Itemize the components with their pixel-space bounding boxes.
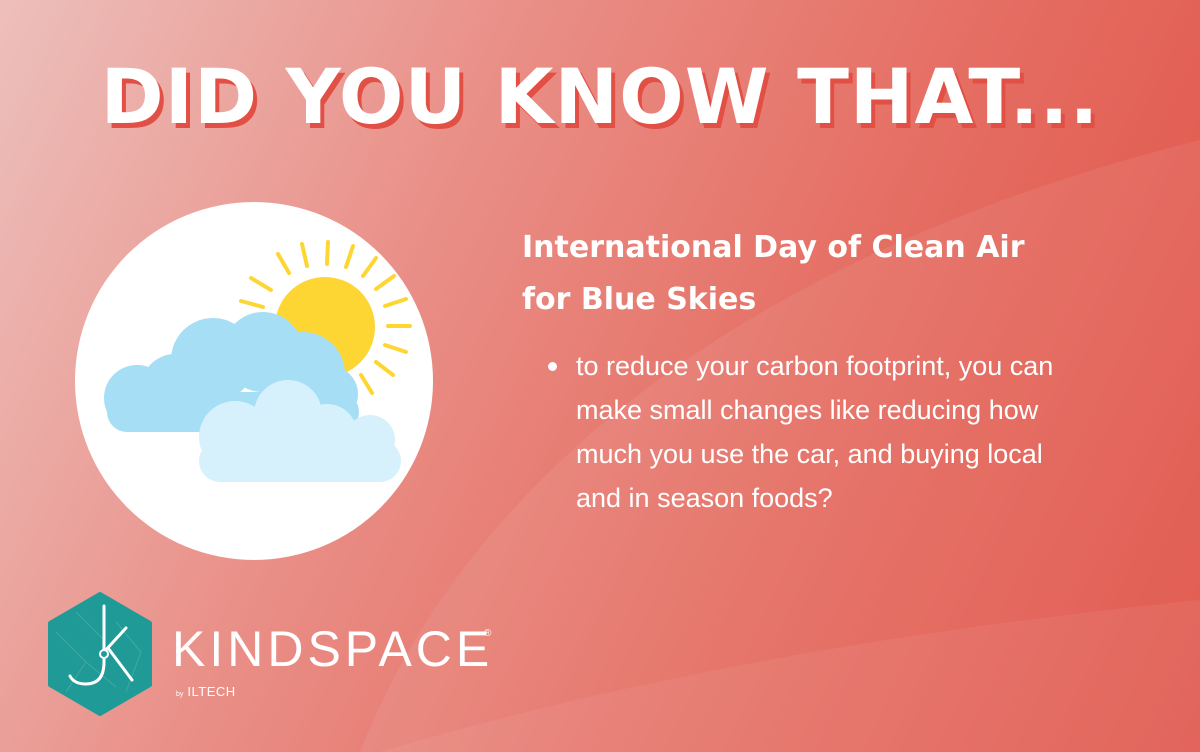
- hexagon-k-logo-icon: [46, 592, 154, 721]
- registered-mark: ®: [484, 628, 492, 639]
- by-name: ILTECH: [187, 684, 236, 699]
- subtitle: International Day of Clean Air for Blue …: [522, 230, 1025, 317]
- by-label: by: [176, 691, 184, 698]
- brand-byline: by ILTECH: [176, 683, 236, 701]
- fact-item: to reduce your carbon footprint, you can…: [548, 344, 1088, 520]
- illustration-circle: [75, 202, 433, 560]
- brand-name: KINDSPACE: [172, 621, 494, 677]
- sun-behind-clouds-icon: [104, 240, 412, 482]
- fact-list: to reduce your carbon footprint, you can…: [548, 344, 1088, 520]
- headline: DID YOU KNOW THAT...: [100, 52, 1100, 141]
